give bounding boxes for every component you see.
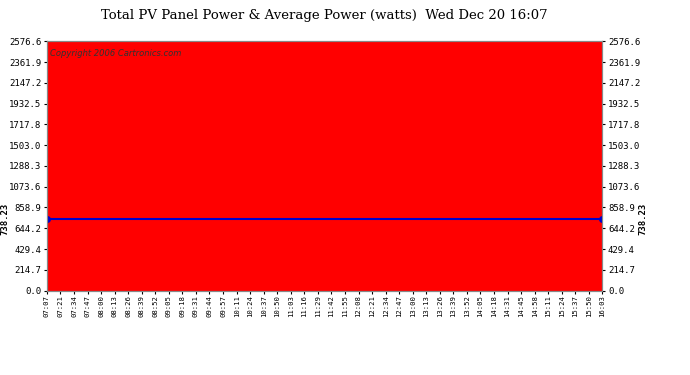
Text: Copyright 2006 Cartronics.com: Copyright 2006 Cartronics.com	[50, 49, 181, 58]
Text: 738.23: 738.23	[638, 203, 647, 235]
Text: Total PV Panel Power & Average Power (watts)  Wed Dec 20 16:07: Total PV Panel Power & Average Power (wa…	[101, 9, 548, 22]
Text: 738.23: 738.23	[0, 203, 9, 235]
